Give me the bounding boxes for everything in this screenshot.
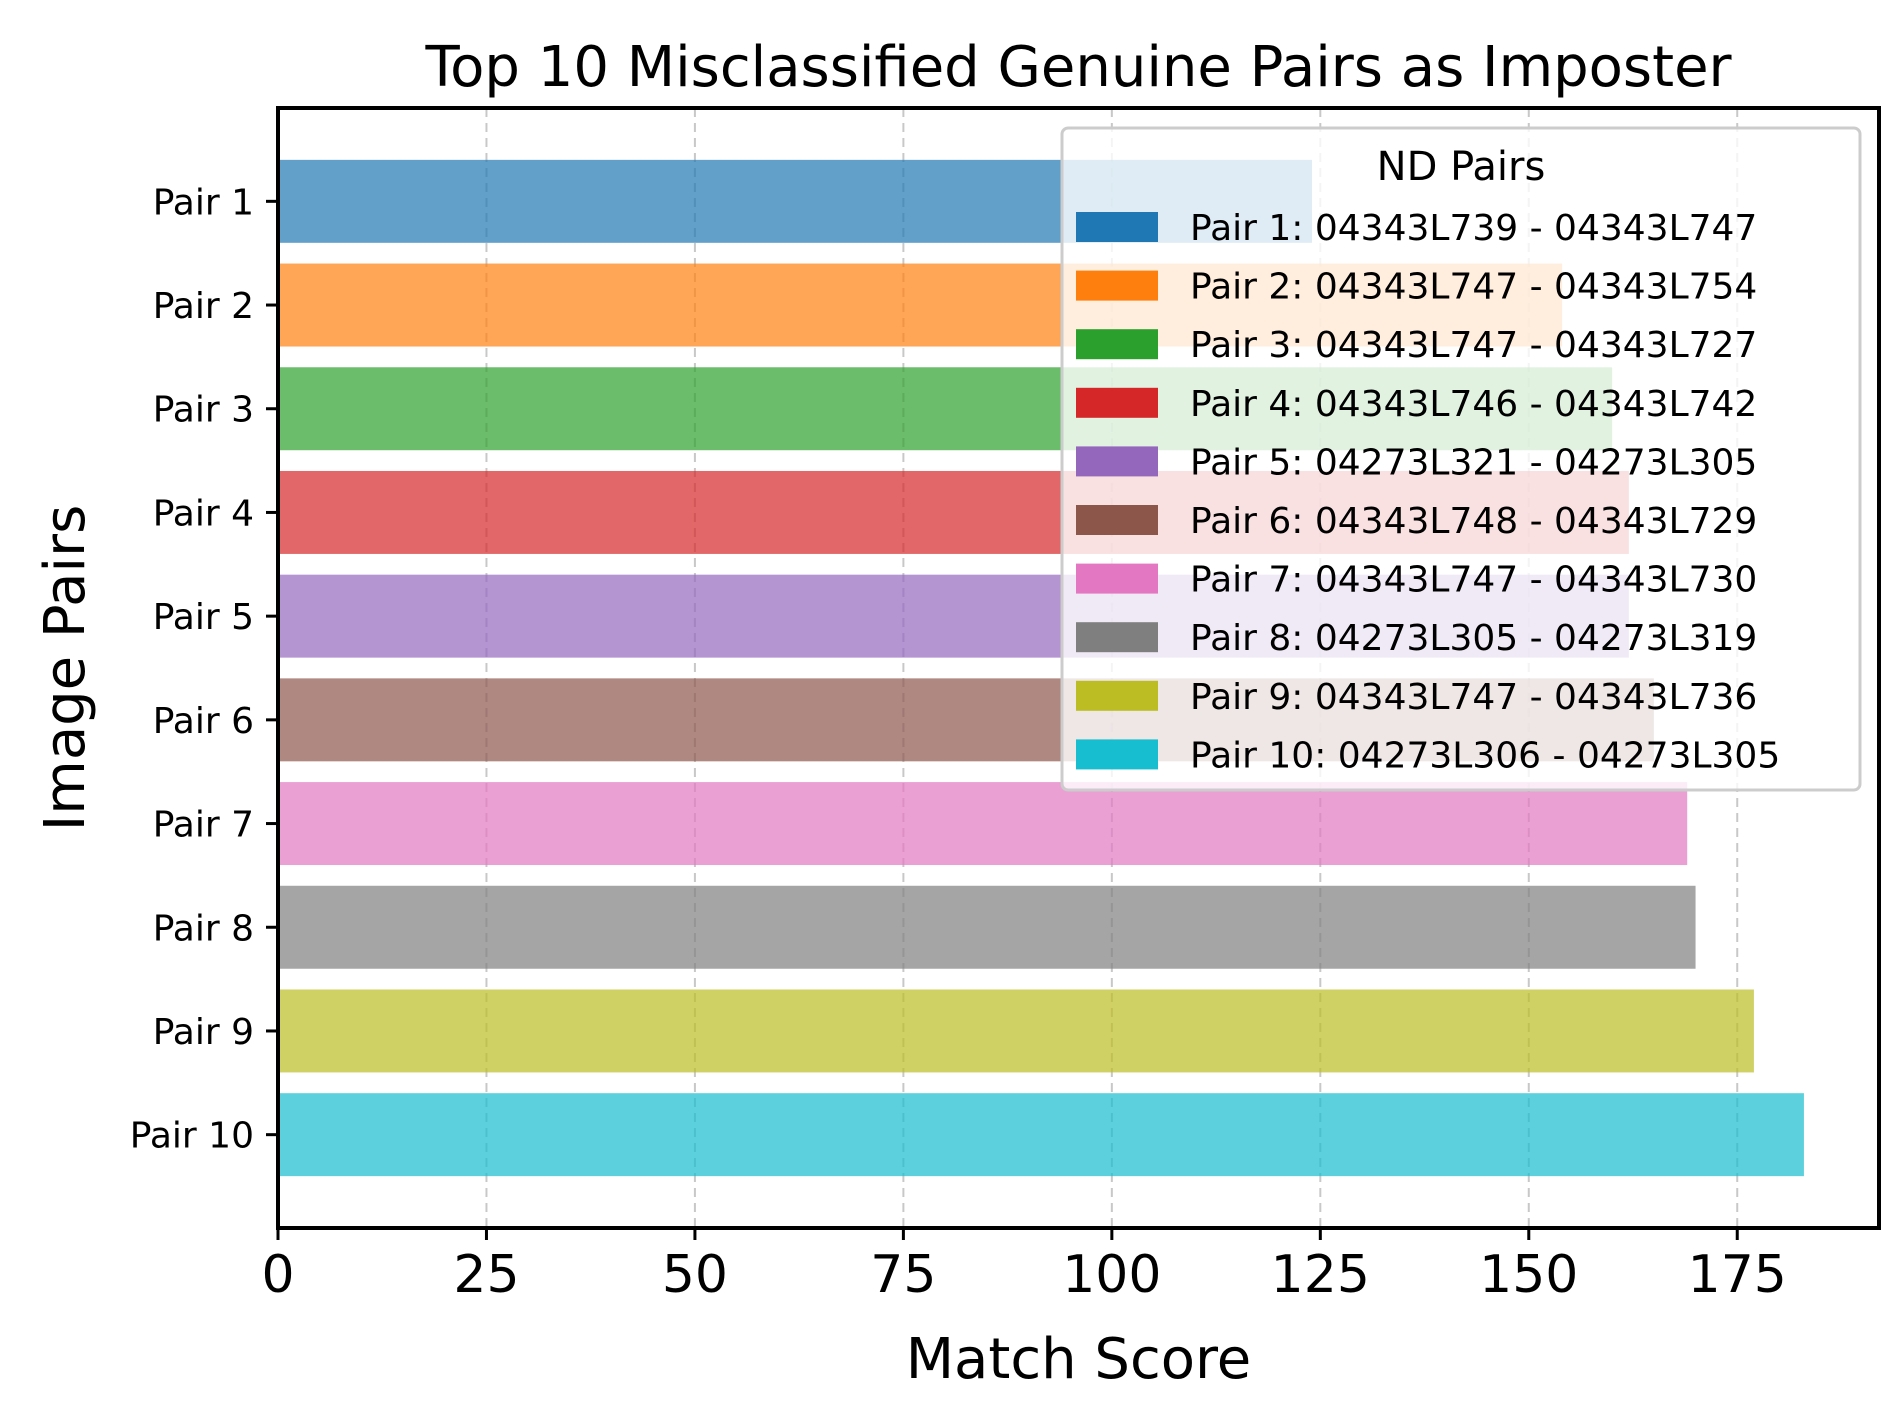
bar-8	[278, 885, 1696, 969]
x-tick-label: 50	[662, 1245, 728, 1305]
y-tick-label: Pair 7	[153, 805, 254, 846]
x-tick-label: 0	[261, 1245, 294, 1305]
y-tick-label: Pair 8	[153, 908, 254, 949]
y-tick-label: Pair 3	[153, 390, 254, 431]
bar-7	[278, 782, 1688, 866]
legend-entry-label-1: Pair 1: 04343L739 - 04343L747	[1190, 208, 1757, 249]
legend-swatch-2	[1076, 270, 1158, 301]
x-tick-label: 25	[453, 1245, 519, 1305]
x-tick-label: 175	[1688, 1245, 1787, 1305]
legend-swatch-1	[1076, 212, 1158, 242]
plot-frame	[276, 106, 1881, 1230]
legend-entry-label-9: Pair 9: 04343L747 - 04343L736	[1190, 677, 1757, 718]
legend-swatch-4	[1076, 387, 1158, 418]
legend-swatch-8	[1076, 622, 1158, 653]
bar-10	[278, 1093, 1804, 1177]
legend-swatch-9	[1076, 680, 1158, 711]
y-tick-label: Pair 9	[153, 1012, 254, 1053]
legend-swatch-10	[1076, 739, 1158, 770]
y-tick-label: Pair 5	[153, 597, 254, 638]
x-tick-label: 75	[870, 1245, 936, 1305]
legend-swatch-7	[1076, 563, 1158, 594]
legend-swatch-6	[1076, 505, 1158, 535]
legend-entry-label-4: Pair 4: 04343L746 - 04343L742	[1190, 384, 1757, 425]
legend-swatch-5	[1076, 446, 1158, 477]
chart-title: Top 10 Misclassified Genuine Pairs as Im…	[424, 35, 1732, 100]
y-axis-label: Image Pairs	[33, 505, 98, 832]
y-tick-label: Pair 1	[153, 182, 254, 223]
legend-entry-label-8: Pair 8: 04273L305 - 04273L319	[1190, 618, 1757, 659]
y-tick-label: Pair 10	[130, 1116, 254, 1157]
legend-entry-label-2: Pair 2: 04343L747 - 04343L754	[1190, 267, 1757, 308]
y-tick-label: Pair 6	[153, 701, 254, 742]
x-tick-label: 150	[1479, 1245, 1578, 1305]
bar-9	[278, 989, 1754, 1073]
legend-entry-label-7: Pair 7: 04343L747 - 04343L730	[1190, 560, 1757, 601]
x-axis-label: Match Score	[906, 1327, 1252, 1392]
legend-entry-label-3: Pair 3: 04343L747 - 04343L727	[1190, 325, 1757, 366]
legend-entry-label-10: Pair 10: 04273L306 - 04273L305	[1190, 735, 1780, 776]
legend-swatch-3	[1076, 329, 1158, 360]
legend-entry-label-5: Pair 5: 04273L321 - 04273L305	[1190, 442, 1757, 483]
x-tick-label: 125	[1271, 1245, 1370, 1305]
y-tick-label: Pair 4	[153, 493, 254, 534]
legend-entry-label-6: Pair 6: 04343L748 - 04343L729	[1190, 501, 1757, 542]
x-ticks: 0 25 50 75 100 125 150 175	[261, 1228, 1787, 1305]
legend-entries: Pair 1: 04343L739 - 04343L747 Pair 2: 043…	[1076, 208, 1780, 776]
y-ticks: Pair 1 Pair 2 Pair 3 Pair 4 Pair 5 Pair 6 Pair…	[130, 182, 278, 1157]
x-tick-label: 100	[1062, 1245, 1161, 1305]
legend: ND Pairs Pair 1: 04343L739 - 04343L747Pa…	[1060, 126, 1862, 792]
legend-title: ND Pairs	[1377, 144, 1546, 190]
legend-box	[1060, 126, 1862, 792]
y-tick-label: Pair 2	[153, 286, 254, 327]
